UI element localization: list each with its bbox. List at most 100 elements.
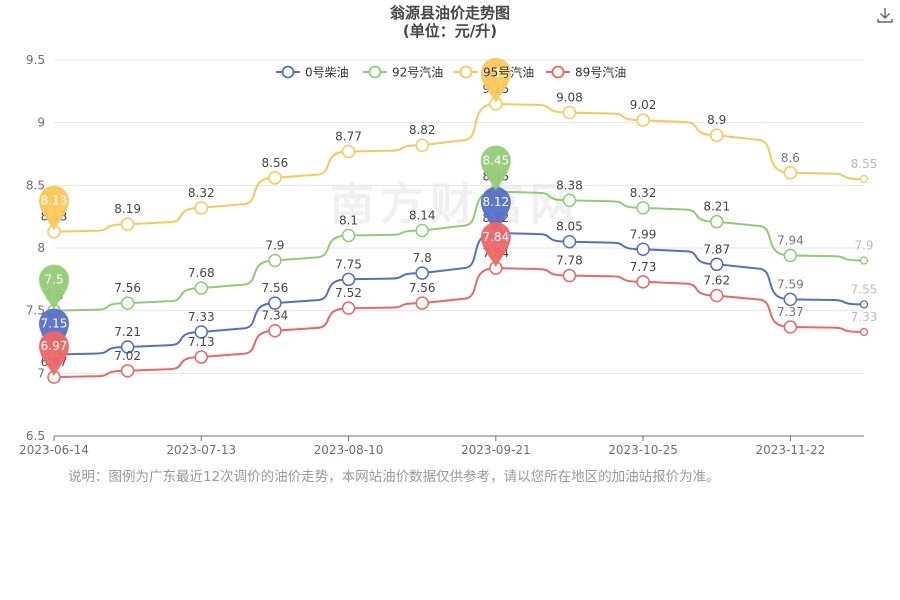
max-marker: 8.12 (480, 186, 511, 232)
data-point[interactable] (268, 323, 282, 338)
data-point[interactable] (341, 228, 356, 243)
data-point[interactable] (783, 292, 798, 307)
data-point[interactable] (120, 340, 135, 354)
data-label: 8.05 (556, 220, 583, 234)
data-point[interactable] (709, 257, 724, 272)
series-line (53, 231, 865, 356)
x-tick-label: 2023-09-21 (461, 443, 531, 457)
legend-item-3[interactable]: 95号汽油 (454, 65, 534, 80)
data-label: 8.77 (335, 129, 362, 143)
watermark: 南方财富网 (330, 179, 580, 230)
data-point[interactable] (341, 301, 356, 315)
data-point[interactable] (562, 105, 577, 120)
series-1: 7.157.217.337.567.757.88.128.057.997.877… (41, 211, 877, 362)
marker-pin (39, 185, 69, 231)
data-point[interactable] (709, 128, 724, 142)
data-point[interactable] (709, 214, 724, 229)
data-point[interactable] (415, 266, 429, 280)
data-point[interactable] (268, 171, 282, 185)
data-point[interactable] (859, 300, 869, 309)
data-label: 7.02 (114, 349, 141, 363)
data-label: 8.56 (262, 156, 289, 170)
legend-label: 92号汽油 (392, 65, 443, 80)
data-point[interactable] (636, 113, 650, 127)
data-point[interactable] (859, 327, 869, 337)
data-label: 7.68 (188, 266, 215, 280)
data-point[interactable] (783, 248, 798, 263)
data-point[interactable] (415, 223, 429, 238)
data-label: 7.56 (114, 281, 141, 295)
data-point[interactable] (268, 296, 282, 310)
data-label: 8.9 (707, 113, 726, 127)
data-point[interactable] (341, 144, 356, 159)
legend-swatch-dot (551, 65, 565, 79)
series-2: 7.57.567.687.98.18.148.458.388.328.217.9… (44, 170, 874, 318)
data-label: 7.78 (556, 254, 583, 268)
data-label: 7.73 (630, 260, 657, 274)
data-label: 7.87 (703, 242, 730, 256)
data-point[interactable] (120, 364, 135, 378)
data-point[interactable] (859, 174, 869, 184)
data-point[interactable] (636, 201, 650, 215)
data-label: 8.14 (409, 208, 436, 222)
legend-item-1[interactable]: 0号柴油 (276, 66, 349, 80)
data-label: 7.37 (777, 305, 804, 319)
y-tick-label: 9 (37, 116, 45, 130)
download-icon (877, 8, 893, 23)
legend-swatch-dot (459, 65, 473, 79)
chart-subtitle: (单位：元/升) (402, 22, 498, 40)
data-point[interactable] (562, 268, 577, 283)
data-point[interactable] (783, 320, 798, 334)
legend-swatch-dot (281, 65, 295, 79)
x-tick-label: 2023-10-25 (608, 443, 678, 457)
data-point[interactable] (562, 234, 577, 249)
data-point[interactable] (194, 201, 209, 215)
data-point[interactable] (415, 296, 429, 310)
data-label: 8.38 (556, 178, 583, 192)
data-label: 8.6 (781, 151, 800, 165)
marker-label: 7.15 (41, 317, 68, 331)
data-label: 8.19 (114, 202, 141, 216)
data-point[interactable] (783, 166, 798, 180)
data-label: 7.13 (188, 335, 215, 349)
data-label: 7.34 (262, 309, 289, 323)
download-button[interactable] (876, 6, 894, 24)
data-point[interactable] (120, 217, 135, 231)
y-tick-label: 6.5 (26, 429, 45, 443)
data-label: 8.1 (339, 213, 358, 227)
series-line (53, 267, 865, 379)
data-label: 8.21 (703, 200, 730, 214)
data-point[interactable] (194, 325, 209, 339)
marker-label: 7.5 (44, 273, 63, 287)
marker-pin (39, 264, 69, 310)
data-label: 7.99 (630, 227, 657, 241)
legend-item-4[interactable]: 89号汽油 (546, 65, 626, 80)
data-label: 7.62 (703, 274, 730, 288)
data-label: 7.8 (413, 251, 432, 265)
data-label: 9.02 (630, 98, 657, 112)
marker-label: 8.45 (482, 154, 509, 168)
data-point[interactable] (636, 242, 650, 257)
data-point[interactable] (194, 281, 209, 295)
data-point[interactable] (562, 193, 577, 208)
marker-pin (480, 186, 511, 232)
min-marker: 7.15 (39, 308, 69, 354)
legend-item-2[interactable]: 92号汽油 (363, 65, 443, 80)
min-marker: 8.13 (39, 185, 69, 231)
data-point[interactable] (636, 275, 650, 289)
data-label: 8.55 (851, 157, 878, 171)
data-point[interactable] (709, 288, 724, 303)
marker-pin (39, 331, 69, 377)
marker-label: 8.13 (41, 194, 68, 208)
data-point[interactable] (415, 138, 429, 152)
data-point[interactable] (120, 296, 135, 310)
x-tick-label: 2023-07-13 (166, 443, 236, 457)
data-point[interactable] (194, 350, 209, 364)
footnote: 说明：图例为广东最近12次调价的油价走势，本网站油价数据仅供参考，请以您所在地区… (68, 469, 720, 485)
data-label: 8.32 (188, 186, 215, 200)
data-point[interactable] (268, 253, 282, 268)
data-point[interactable] (859, 256, 869, 265)
data-point[interactable] (341, 272, 356, 287)
marker-label: 7.84 (482, 230, 509, 244)
